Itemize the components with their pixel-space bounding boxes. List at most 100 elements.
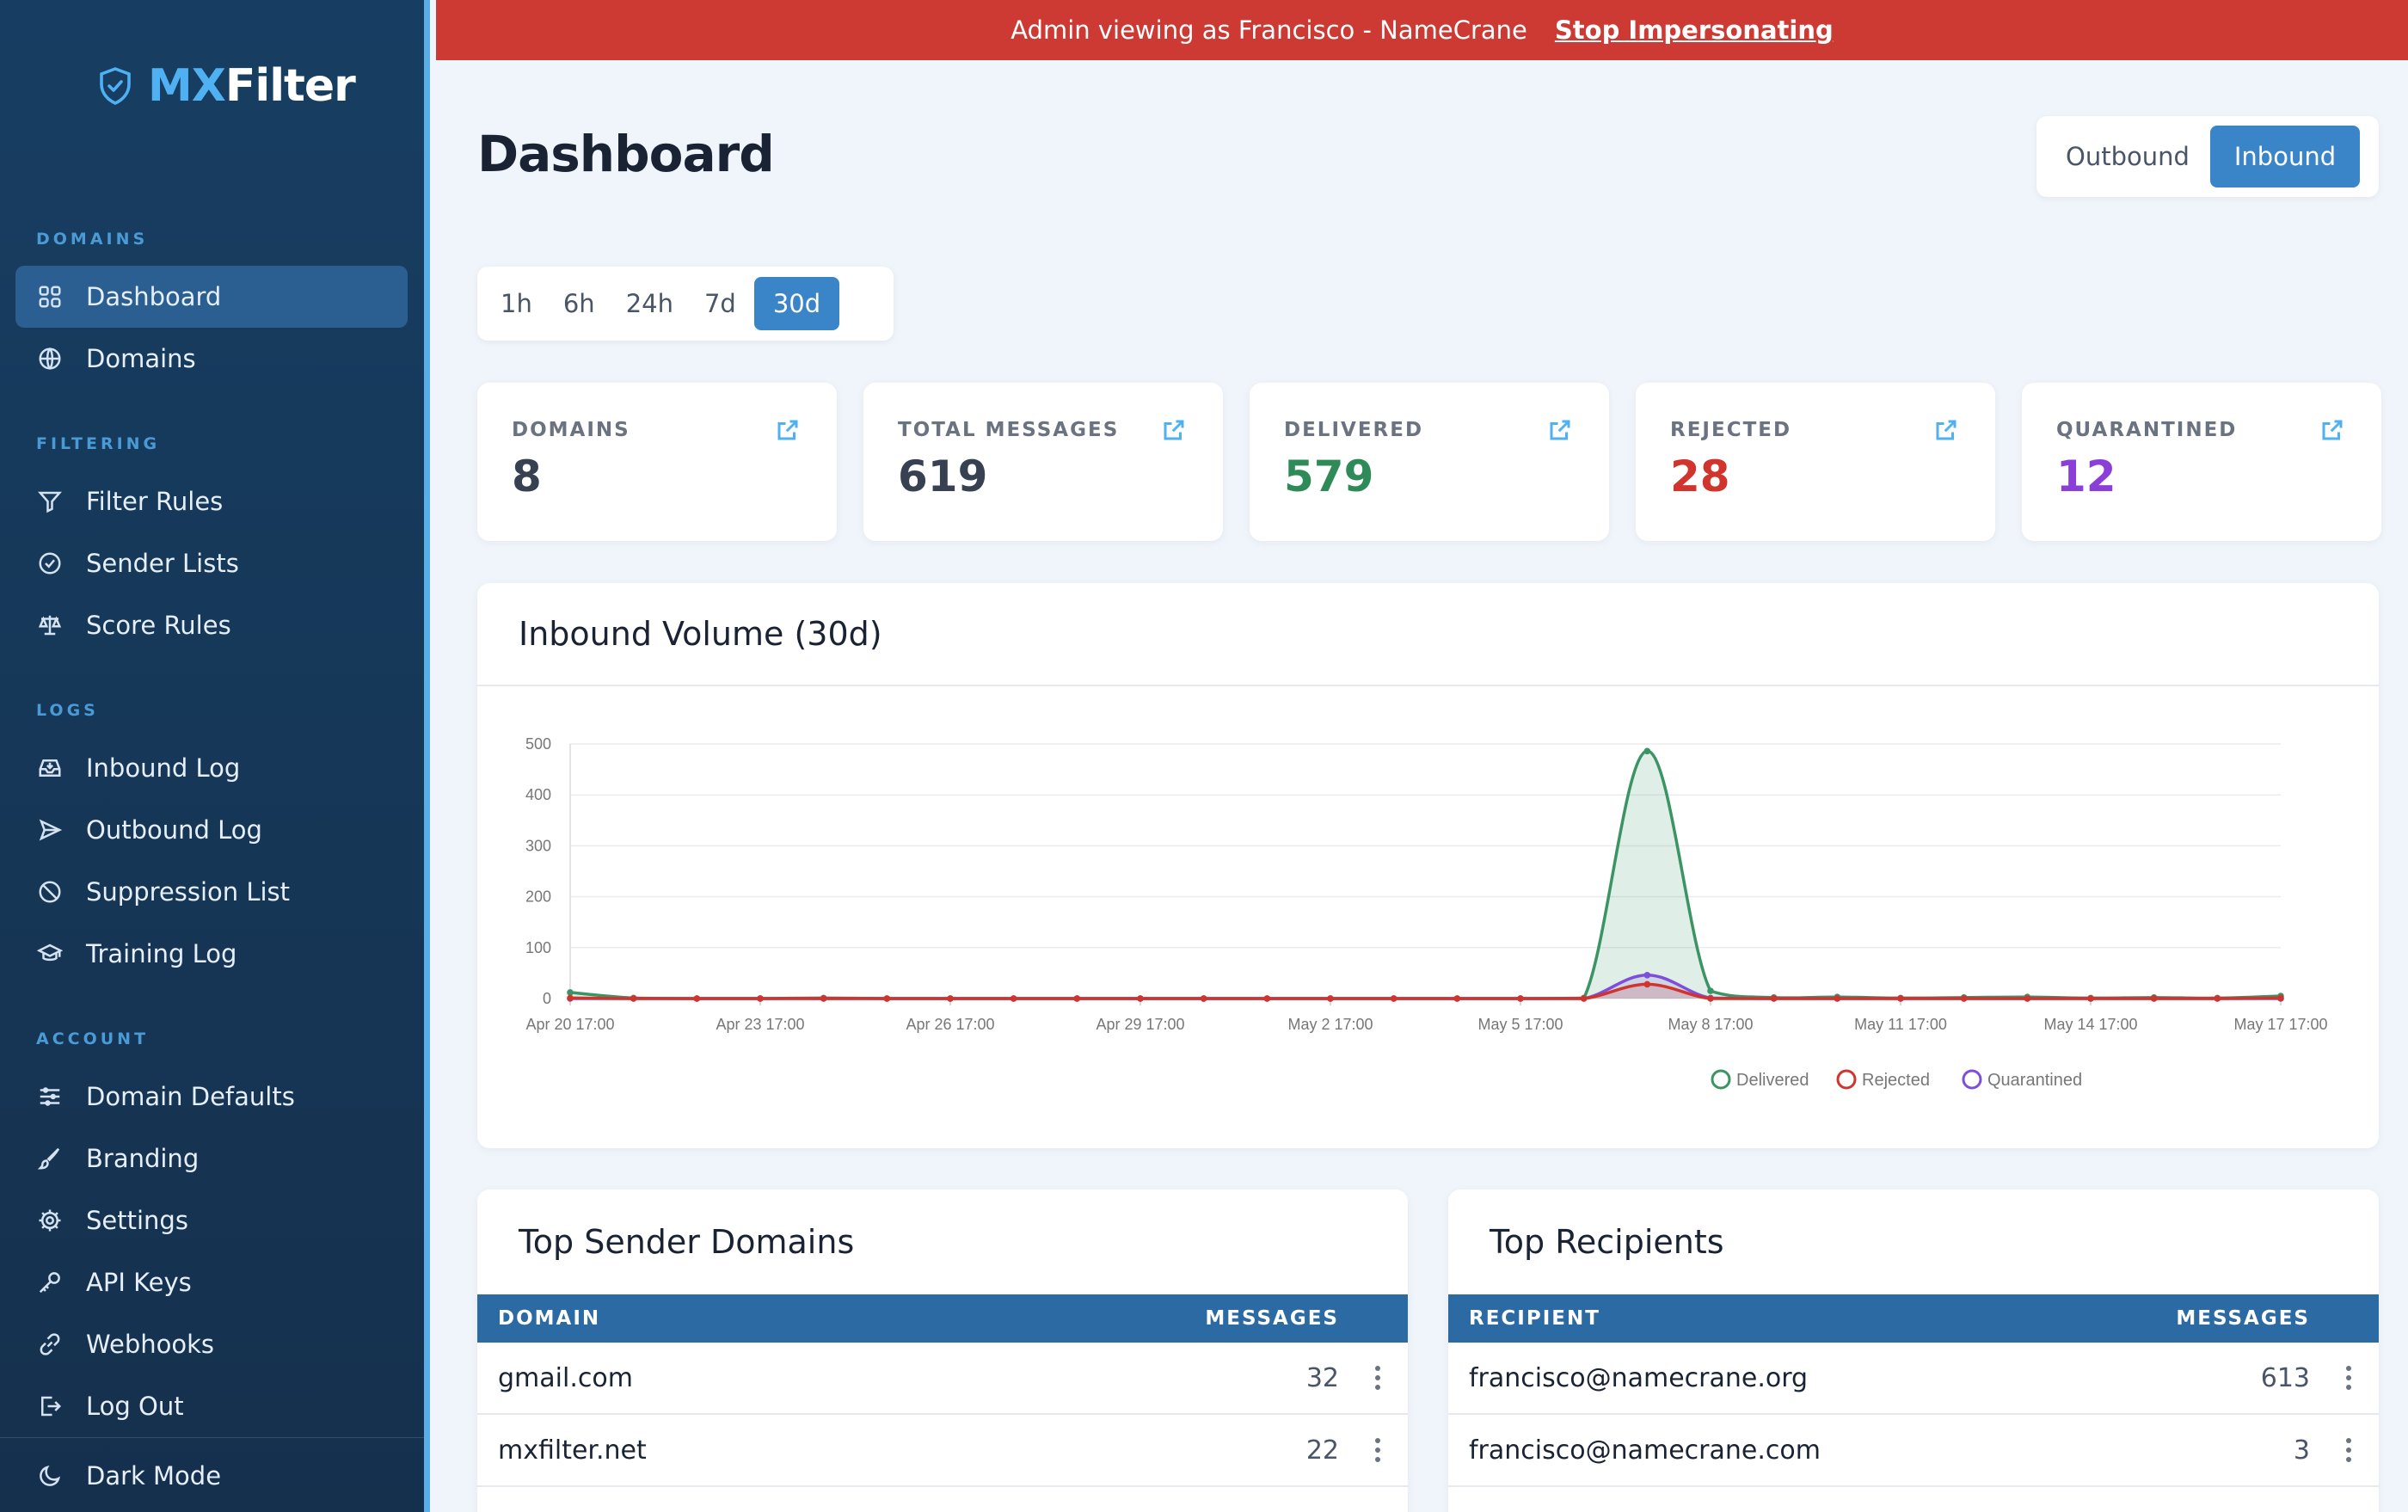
x-tick-label: May 14 17:00 (2043, 1016, 2137, 1033)
sidebar-item-inbound-log[interactable]: Inbound Log (15, 737, 408, 799)
stat-label: DOMAINS (512, 419, 630, 441)
legend-swatch-delivered (1711, 1069, 1731, 1090)
key-icon (36, 1269, 64, 1296)
stat-value: 28 (1670, 452, 1730, 501)
range-30d-button[interactable]: 30d (753, 277, 840, 330)
external-link-icon[interactable] (2319, 417, 2347, 445)
table-row[interactable]: gmail.com 32 (477, 1343, 1408, 1415)
data-point-rejected (1834, 995, 1841, 1002)
column-header-messages[interactable]: MESSAGES (2176, 1307, 2310, 1330)
sidebar-item-outbound-log[interactable]: Outbound Log (15, 799, 408, 861)
sidebar-item-branding[interactable]: Branding (15, 1128, 408, 1189)
data-point-quarantined (1643, 971, 1651, 979)
inbound-volume-chart: 0 100 200 300 400 500 Apr 20 17:00 Apr 23 17:00… (525, 735, 2328, 1090)
series-line-rejected (569, 982, 2282, 1000)
sidebar-item-domain-defaults[interactable]: Domain Defaults (15, 1066, 408, 1128)
filter-icon (36, 488, 64, 515)
series-line-delivered (569, 749, 2282, 1000)
external-link-icon[interactable] (1161, 417, 1189, 445)
range-24h-button[interactable]: 24h (625, 289, 673, 318)
outbound-tab[interactable]: Outbound (2066, 142, 2190, 171)
column-header-recipient[interactable]: RECIPIENT (1469, 1307, 1600, 1330)
scale-icon (36, 612, 64, 639)
external-link-icon[interactable] (1933, 417, 1961, 445)
data-point-rejected (1580, 995, 1588, 1002)
column-header-domain[interactable]: DOMAIN (498, 1307, 601, 1330)
sidebar-item-suppression-list[interactable]: Suppression List (15, 861, 408, 923)
sidebar-divider (0, 1437, 424, 1438)
row-domain: gmail.com (498, 1362, 633, 1393)
top-recipients-title: Top Recipients (1490, 1223, 1724, 1261)
check-circle-icon (36, 550, 64, 577)
data-point-rejected (1073, 995, 1081, 1002)
inbox-icon (36, 754, 64, 782)
direction-toggle: Outbound Inbound (2036, 116, 2379, 197)
sidebar-item-log-out[interactable]: Log Out (15, 1375, 408, 1437)
stop-impersonating-link[interactable]: Stop Impersonating (1554, 15, 1834, 45)
row-count: 3 (2293, 1435, 2310, 1466)
data-point-delivered (1707, 987, 1714, 994)
kebab-menu-icon[interactable] (1368, 1438, 1387, 1462)
data-point-rejected (1897, 995, 1904, 1002)
globe-icon (36, 345, 64, 372)
y-tick-label: 500 (525, 735, 551, 753)
time-range-selector: 1h 6h 24h 7d 30d (477, 267, 894, 341)
kebab-menu-icon[interactable] (1368, 1366, 1387, 1390)
kebab-menu-icon[interactable] (2339, 1366, 2358, 1390)
data-point-rejected (1517, 995, 1524, 1002)
series-area-delivered (570, 751, 2281, 999)
brand-logo[interactable]: MXFilter (95, 60, 356, 112)
sidebar-item-label: API Keys (86, 1268, 192, 1297)
data-point-rejected (2087, 995, 2094, 1002)
sidebar-item-webhooks[interactable]: Webhooks (15, 1313, 408, 1375)
range-7d-button[interactable]: 7d (703, 289, 736, 318)
stat-value: 8 (512, 452, 542, 501)
table-row[interactable]: mxfilter.net 22 (477, 1415, 1408, 1487)
sidebar-item-label: Log Out (86, 1392, 184, 1421)
kebab-menu-icon[interactable] (2339, 1438, 2358, 1462)
x-tick-label: Apr 20 17:00 (525, 1016, 614, 1033)
sidebar-item-label: Settings (86, 1206, 188, 1235)
sidebar-item-label: Training Log (86, 939, 237, 968)
sidebar-item-settings[interactable]: Settings (15, 1189, 408, 1251)
table-row[interactable]: francisco@namecrane.com 3 (1448, 1415, 2379, 1487)
data-point-rejected (1010, 995, 1017, 1002)
inbound-volume-chart-card: Inbound Volume (30d) 0 100 200 300 400 500 Apr… (477, 583, 2379, 1148)
x-tick-label: May 11 17:00 (1854, 1016, 1947, 1033)
table-row[interactable]: francisco@namecrane.org 613 (1448, 1343, 2379, 1415)
sidebar: MXFilter DOMAINS Dashboard Domains FILTE… (0, 0, 430, 1512)
sidebar-item-filter-rules[interactable]: Filter Rules (15, 470, 408, 532)
sidebar-item-label: Domains (86, 344, 196, 373)
sidebar-item-training-log[interactable]: Training Log (15, 923, 408, 985)
sidebar-item-dashboard[interactable]: Dashboard (15, 266, 408, 328)
sliders-icon (36, 1083, 64, 1110)
send-icon (36, 816, 64, 844)
sidebar-item-score-rules[interactable]: Score Rules (15, 594, 408, 656)
x-tick-label: May 17 17:00 (2233, 1016, 2327, 1033)
legend-label-quarantined: Quarantined (1987, 1071, 2082, 1090)
legend-label-rejected: Rejected (1862, 1071, 1930, 1090)
logout-icon (36, 1392, 64, 1420)
section-label-domains: DOMAINS (36, 230, 149, 249)
range-1h-button[interactable]: 1h (501, 289, 532, 318)
sidebar-item-api-keys[interactable]: API Keys (15, 1251, 408, 1313)
data-point-rejected (820, 995, 827, 1002)
external-link-icon[interactable] (775, 417, 802, 445)
sidebar-item-label: Sender Lists (86, 549, 239, 578)
inbound-tab[interactable]: Inbound (2210, 126, 2360, 187)
sidebar-item-sender-lists[interactable]: Sender Lists (15, 532, 408, 594)
external-link-icon[interactable] (1547, 417, 1575, 445)
sidebar-item-domains[interactable]: Domains (15, 328, 408, 390)
data-point-rejected (1643, 980, 1651, 988)
legend-swatch-rejected (1836, 1069, 1857, 1090)
data-point-rejected (1327, 995, 1334, 1002)
sidebar-item-label: Outbound Log (86, 815, 262, 845)
chart-title: Inbound Volume (30d) (477, 583, 2379, 686)
dark-mode-toggle[interactable]: Dark Mode (15, 1445, 408, 1507)
data-point-rejected (2150, 995, 2158, 1002)
banner-text: Admin viewing as Francisco - NameCrane (1010, 15, 1527, 45)
column-header-messages[interactable]: MESSAGES (1205, 1307, 1339, 1330)
range-6h-button[interactable]: 6h (562, 289, 595, 318)
row-domain: mxfilter.net (498, 1435, 647, 1466)
stat-value: 12 (2056, 452, 2116, 501)
